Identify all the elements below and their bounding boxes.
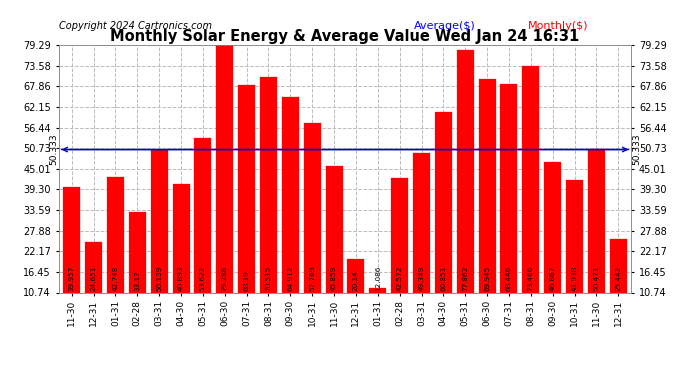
Bar (172, 184, 190, 331)
Bar (391, 178, 408, 331)
Text: 42.748: 42.748 (112, 266, 119, 291)
Bar (195, 138, 211, 331)
Text: 77.862: 77.862 (462, 266, 469, 291)
Text: 45.859: 45.859 (331, 266, 337, 291)
Bar (500, 84, 518, 331)
Text: 53.622: 53.622 (200, 266, 206, 291)
Bar (326, 166, 343, 331)
Text: 39.957: 39.957 (69, 266, 75, 291)
Bar (260, 76, 277, 331)
Text: 33.17: 33.17 (135, 271, 140, 291)
Bar (566, 180, 583, 331)
Text: 64.912: 64.912 (287, 266, 293, 291)
Bar (63, 187, 80, 331)
Text: 24.651: 24.651 (90, 266, 97, 291)
Text: Copyright 2024 Cartronics.com: Copyright 2024 Cartronics.com (59, 21, 212, 32)
Text: Monthly($): Monthly($) (529, 21, 589, 32)
Text: 60.851: 60.851 (440, 266, 446, 291)
Bar (282, 97, 299, 331)
Text: 68.446: 68.446 (506, 266, 512, 291)
Bar (347, 258, 364, 331)
Title: Monthly Solar Energy & Average Value Wed Jan 24 16:31: Monthly Solar Energy & Average Value Wed… (110, 29, 580, 44)
Text: 50.333: 50.333 (632, 134, 641, 165)
Text: 42.572: 42.572 (397, 266, 403, 291)
Text: 46.867: 46.867 (550, 266, 555, 291)
Bar (479, 79, 495, 331)
Bar (435, 112, 452, 331)
Text: 50.471: 50.471 (593, 266, 600, 291)
Bar (304, 123, 321, 331)
Text: 25.442: 25.442 (615, 266, 621, 291)
Bar (216, 45, 233, 331)
Bar (588, 149, 605, 331)
Text: 49.349: 49.349 (419, 266, 424, 291)
Bar (129, 211, 146, 331)
Bar (107, 177, 124, 331)
Text: 20.14: 20.14 (353, 271, 359, 291)
Text: 69.945: 69.945 (484, 266, 490, 291)
Bar (85, 242, 102, 331)
Bar (610, 239, 627, 331)
Text: 41.938: 41.938 (571, 266, 578, 291)
Text: 50.333: 50.333 (49, 134, 58, 165)
Text: Average($): Average($) (414, 21, 475, 32)
Text: 40.893: 40.893 (178, 266, 184, 291)
Text: 70.515: 70.515 (266, 266, 271, 291)
Text: 73.466: 73.466 (528, 266, 534, 291)
Text: 68.19: 68.19 (244, 271, 250, 291)
Bar (413, 153, 430, 331)
Bar (544, 162, 561, 331)
Text: 50.139: 50.139 (156, 266, 162, 291)
Bar (238, 85, 255, 331)
Text: 12.086: 12.086 (375, 266, 381, 291)
Bar (457, 50, 474, 331)
Bar (522, 66, 540, 331)
Bar (369, 288, 386, 331)
Bar (150, 150, 168, 331)
Text: 57.769: 57.769 (309, 266, 315, 291)
Text: 79.288: 79.288 (221, 266, 228, 291)
